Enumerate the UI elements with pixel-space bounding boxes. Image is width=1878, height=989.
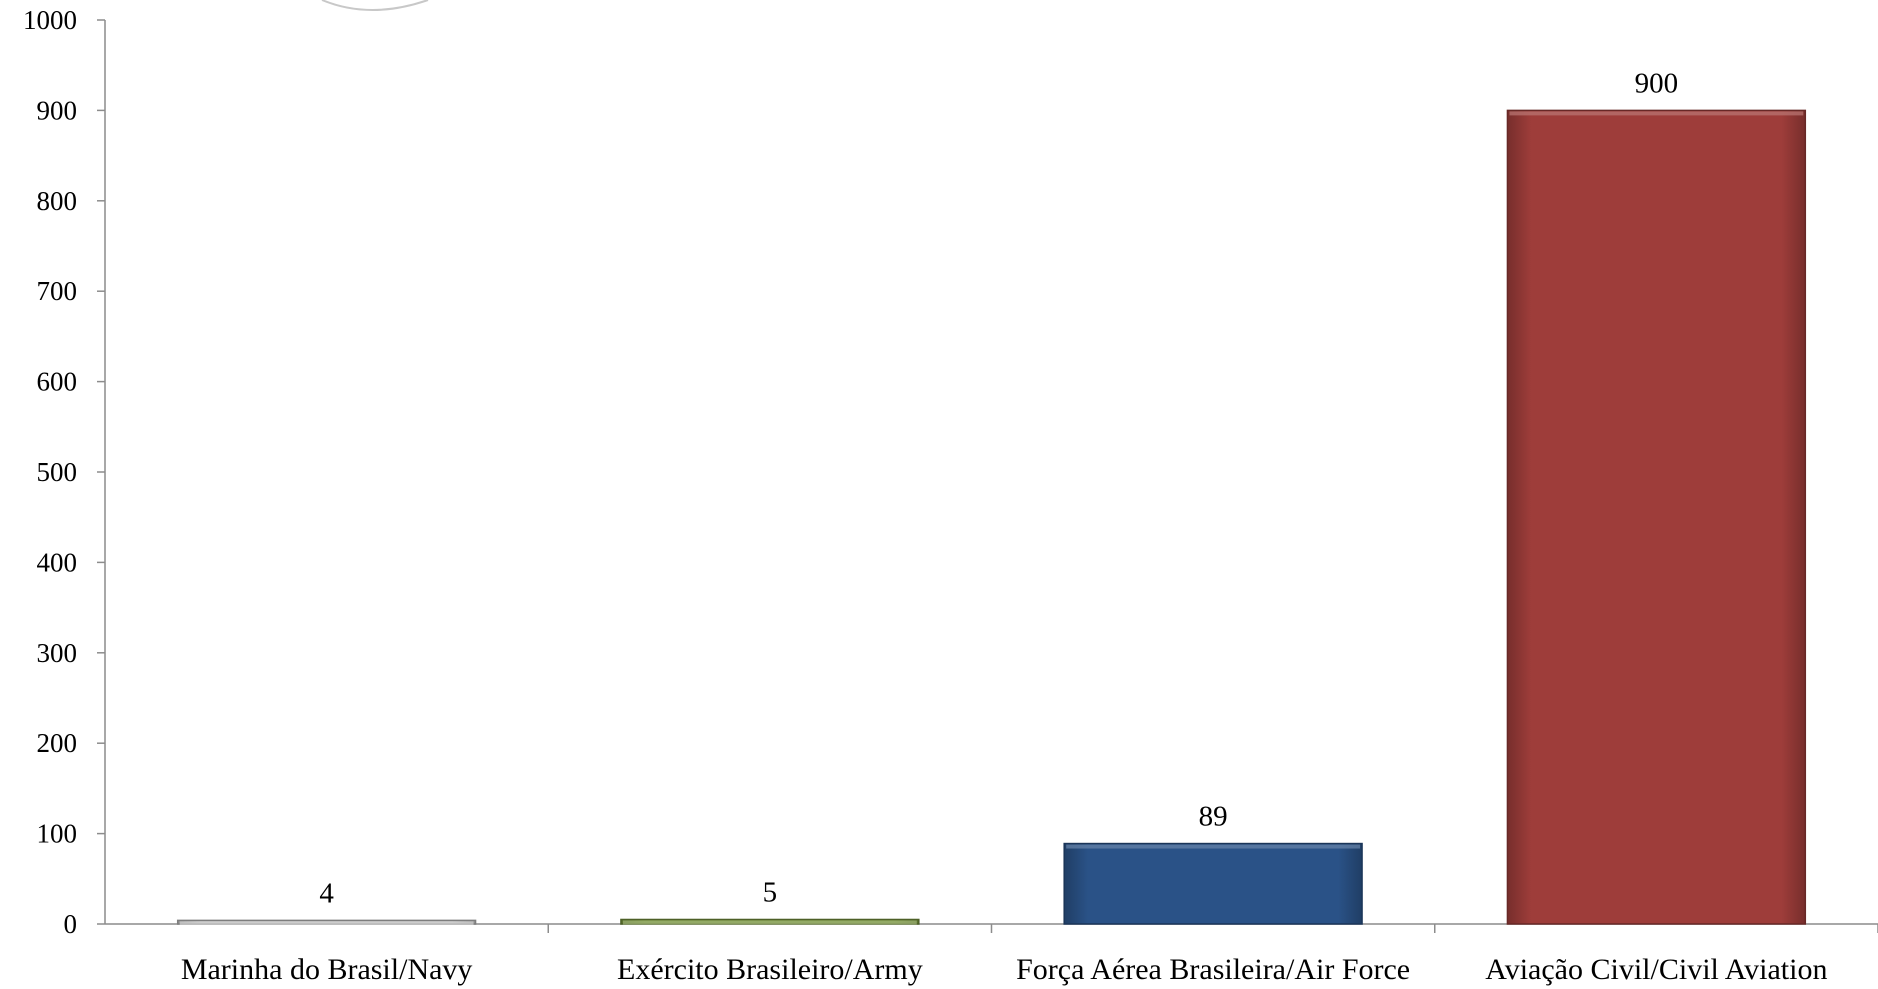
- y-tick-label: 1000: [23, 5, 77, 35]
- bar: [1063, 842, 1363, 925]
- category-label: Força Aérea Brasileira/Air Force: [1016, 953, 1410, 986]
- bar-highlight: [1066, 844, 1361, 849]
- data-label: 4: [319, 877, 334, 909]
- decorative-arc: [321, 0, 429, 11]
- data-label: 5: [763, 876, 778, 908]
- bars: [176, 109, 1807, 925]
- y-tick-label: 0: [64, 909, 78, 939]
- y-tick-label: 600: [37, 367, 78, 397]
- y-tick-label: 500: [37, 457, 78, 487]
- y-axis: 0 100 200 300 400 500 600 700 800 900 1000: [23, 5, 106, 939]
- x-axis: Marinha do Brasil/Navy Exército Brasileir…: [105, 923, 1878, 986]
- bar: [1506, 109, 1807, 925]
- y-tick-label: 700: [37, 276, 78, 306]
- y-tick-label: 200: [37, 728, 78, 758]
- category-label: Exército Brasileiro/Army: [617, 953, 923, 986]
- y-tick-label: 300: [37, 638, 78, 668]
- category-label: Aviação Civil/Civil Aviation: [1485, 953, 1827, 986]
- data-labels: 4 5 89 900: [319, 67, 1678, 909]
- y-tick-label: 100: [37, 819, 78, 849]
- data-label: 900: [1635, 67, 1679, 99]
- y-tick-label: 800: [37, 186, 78, 216]
- bar-highlight: [179, 921, 474, 925]
- y-tick-label: 400: [37, 547, 78, 577]
- bar-highlight: [622, 920, 917, 925]
- bar-highlight: [1509, 111, 1804, 116]
- category-label: Marinha do Brasil/Navy: [181, 953, 473, 986]
- y-tick-label: 900: [37, 95, 78, 125]
- data-label: 89: [1199, 801, 1228, 833]
